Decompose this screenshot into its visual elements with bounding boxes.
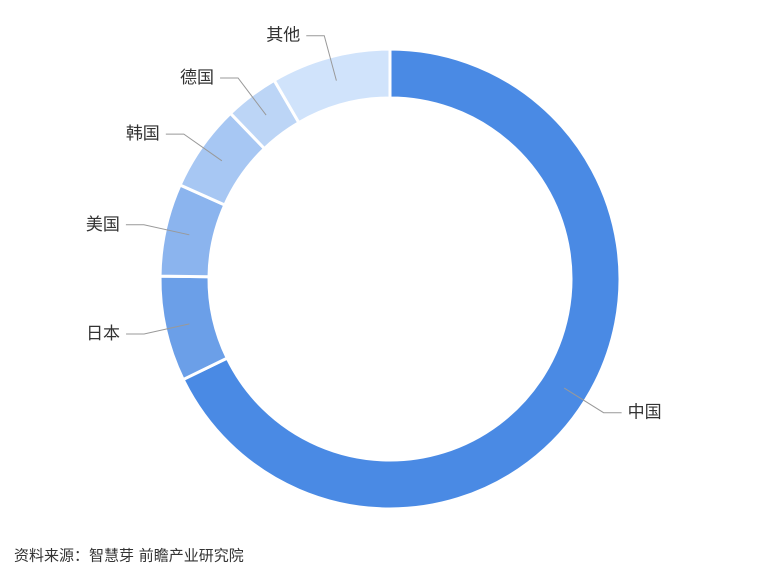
leader-line <box>563 387 622 414</box>
leader-line <box>126 323 190 335</box>
leader-line <box>125 224 190 236</box>
slice-label: 中国 <box>628 403 662 423</box>
slice-label: 美国 <box>86 215 120 235</box>
slice-label: 德国 <box>180 68 214 88</box>
slice-label: 日本 <box>86 324 120 344</box>
source-note: 资料来源：智慧芽 前瞻产业研究院 <box>14 547 244 565</box>
slice-label: 韩国 <box>126 124 160 144</box>
donut-slice <box>272 47 392 125</box>
slice-label: 其他 <box>266 26 300 46</box>
leader-line <box>165 133 223 162</box>
leader-line <box>220 77 267 116</box>
donut-slice <box>181 47 622 511</box>
leader-line <box>306 35 337 81</box>
